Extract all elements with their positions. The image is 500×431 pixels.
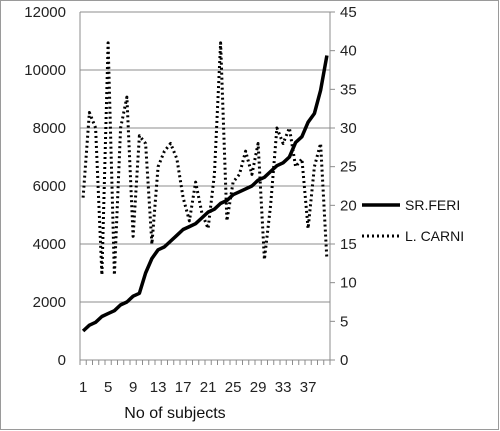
right-y-tick-label: 40 [340, 43, 357, 60]
series-line-sr-feri [81, 55, 329, 333]
right-y-axis-ticks: 0 5 10 15 20 25 30 35 40 45 [330, 4, 357, 369]
left-y-tick-label: 2000 [33, 294, 66, 311]
left-y-tick-label: 8000 [33, 120, 66, 137]
x-tick-label: 29 [250, 379, 267, 396]
x-tick-label: 25 [225, 379, 242, 396]
x-tick-label: 13 [150, 379, 167, 396]
x-axis-ticks: 1 5 9 13 17 21 25 29 33 37 [79, 360, 331, 396]
right-y-tick-label: 25 [340, 159, 357, 176]
legend-label: SR.FERI [405, 197, 460, 213]
right-y-tick-label: 20 [340, 197, 357, 214]
right-y-tick-label: 35 [340, 81, 357, 98]
left-y-tick-label: 12000 [24, 4, 66, 21]
x-tick-label: 37 [300, 379, 317, 396]
left-y-axis-ticks: 0 2000 4000 6000 8000 10000 12000 [24, 4, 66, 369]
right-y-tick-label: 15 [340, 236, 357, 253]
right-y-tick-label: 45 [340, 4, 357, 21]
x-tick-label: 9 [129, 379, 137, 396]
right-y-tick-label: 10 [340, 275, 357, 292]
x-tick-label: 21 [200, 379, 217, 396]
series-line-l-carni [81, 41, 329, 277]
right-y-tick-label: 0 [340, 352, 348, 369]
x-tick-label: 17 [175, 379, 192, 396]
legend: SR.FERI L. CARNI [362, 197, 464, 244]
x-axis-title: No of subjects [124, 405, 225, 422]
left-y-tick-label: 0 [58, 352, 66, 369]
left-y-tick-label: 10000 [24, 62, 66, 79]
series [81, 41, 329, 333]
right-y-tick-label: 5 [340, 313, 348, 330]
x-tick-label: 1 [79, 379, 87, 396]
x-tick-label: 33 [275, 379, 292, 396]
left-y-tick-label: 4000 [33, 236, 66, 253]
x-tick-label: 5 [104, 379, 112, 396]
left-y-tick-label: 6000 [33, 178, 66, 195]
legend-label: L. CARNI [405, 228, 464, 244]
right-y-tick-label: 30 [340, 120, 357, 137]
